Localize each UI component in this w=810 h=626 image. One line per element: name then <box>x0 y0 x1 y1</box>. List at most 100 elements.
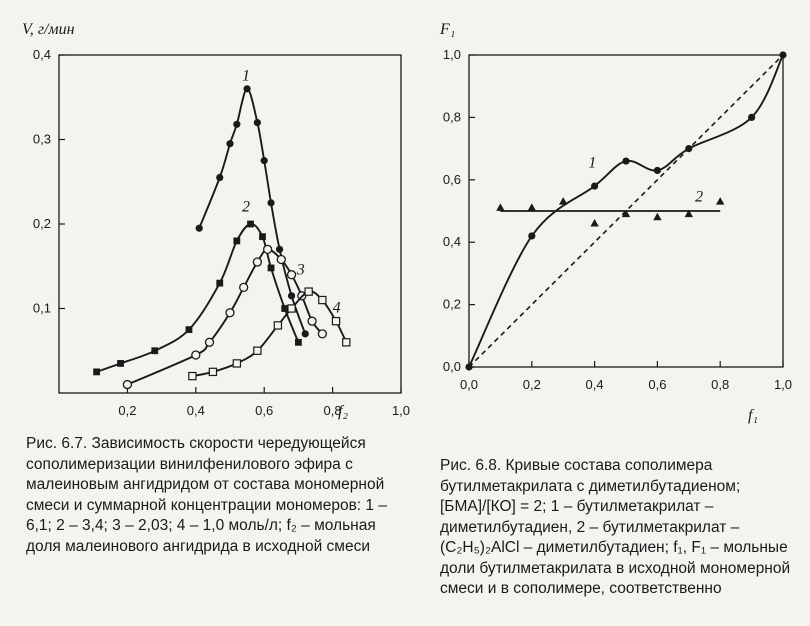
curve-label-2: 2 <box>242 198 250 215</box>
y-tick-label: 0,8 <box>443 109 461 124</box>
x-tick-label: 0,4 <box>187 403 205 418</box>
series-2-point <box>716 197 725 205</box>
curve-label-2: 2 <box>695 189 703 206</box>
series-4-point <box>331 316 341 326</box>
right-xlabel: f₁ <box>748 407 758 424</box>
x-tick-label: 0,2 <box>118 403 136 418</box>
series-1-point <box>748 113 756 121</box>
series-4-point <box>304 287 313 296</box>
series-3-point <box>307 316 317 326</box>
curve-label-3: 3 <box>296 262 305 279</box>
series-2-point <box>527 203 536 211</box>
y-tick-label: 1,0 <box>443 47 461 62</box>
series-1-point <box>195 224 203 232</box>
x-tick-label: 0,6 <box>648 377 666 392</box>
figure-caption-6-7: Рис. 6.7. Зависимость скорости чередующе… <box>26 435 387 555</box>
right-plot-frame <box>468 54 784 368</box>
series-1-point <box>216 173 224 182</box>
right-series: 12 <box>465 51 787 371</box>
series-4-point <box>208 367 218 377</box>
right-chart: F₁ f₁ 0,0 0,2 0,4 0,6 0,8 1,0 0,0 0,2 0,4 0,6 0,8 1… <box>439 21 792 424</box>
series-2-point <box>621 209 631 218</box>
series-2-point <box>590 218 599 227</box>
y-tick-label: 0,4 <box>443 234 461 249</box>
left-ylabel: V, г/мин <box>22 21 75 38</box>
series-3-point <box>286 270 297 280</box>
series-4-point <box>342 338 351 347</box>
series-3-point <box>191 350 201 360</box>
y-tick-label: 0,1 <box>33 301 51 316</box>
series-2-point <box>259 233 266 241</box>
series-4-point <box>188 371 197 381</box>
series-2-point <box>684 209 693 218</box>
series-4-line <box>192 290 348 378</box>
series-3-point <box>225 308 235 318</box>
left-ticks: 0,2 0,4 0,6 0,8 1,0 0,1 0,2 0,3 0,4 <box>33 47 410 418</box>
series-1-point <box>253 119 261 127</box>
series-1-point <box>622 157 630 165</box>
left-series: 1 2 3 4 <box>93 67 351 390</box>
series-2-point <box>653 212 662 221</box>
series-1-point <box>233 120 241 128</box>
x-tick-label: 0,0 <box>460 377 478 392</box>
x-tick-label: 1,0 <box>392 403 410 418</box>
series-1-point <box>275 245 284 253</box>
series-2-point <box>117 360 124 367</box>
series-4-point <box>232 359 242 368</box>
diagonal-reference-line <box>468 54 784 368</box>
series-1-point <box>267 199 275 207</box>
series-3-point <box>204 337 215 347</box>
y-tick-label: 0,4 <box>33 47 51 62</box>
x-tick-label: 0,4 <box>586 377 604 392</box>
series-1-point <box>528 232 536 240</box>
x-tick-label: 0,8 <box>324 403 342 418</box>
x-tick-label: 0,2 <box>523 377 541 392</box>
series-1-point <box>226 140 234 148</box>
x-tick-label: 0,6 <box>255 403 273 418</box>
x-tick-label: 0,8 <box>711 377 729 392</box>
y-tick-label: 0,6 <box>443 172 461 187</box>
series-3-point <box>262 244 273 255</box>
y-tick-label: 0,2 <box>33 216 51 231</box>
series-1-point <box>260 157 268 165</box>
right-ticks: 0,0 0,2 0,4 0,6 0,8 1,0 0,0 0,2 0,4 0,6 0,8 1,0 <box>443 47 792 392</box>
curve-label-4: 4 <box>333 300 341 317</box>
series-3-point <box>252 257 263 267</box>
series-2-point <box>216 279 224 287</box>
series-1-point <box>287 292 296 300</box>
series-4-point <box>253 346 262 355</box>
series-4-point <box>287 304 296 313</box>
series-4-point <box>273 321 283 330</box>
y-tick-label: 0,0 <box>443 359 461 374</box>
series-2-point <box>281 305 289 312</box>
series-3-point <box>239 282 249 293</box>
series-2-point <box>559 197 568 205</box>
series-3-point <box>317 329 327 339</box>
left-xlabel: f₂ <box>338 403 348 420</box>
curve-label-1: 1 <box>588 154 596 171</box>
series-2-point <box>93 368 101 376</box>
figure-caption-6-8: Рис. 6.8. Кривые состава сополимера бути… <box>440 457 791 597</box>
series-1-line <box>468 54 784 368</box>
y-tick-label: 0,2 <box>443 297 461 312</box>
series-2-point <box>233 237 241 245</box>
left-chart: V, г/мин f₂ 0,2 0,4 0,6 0,8 1,00,10,20,30,4 … <box>22 21 410 420</box>
x-tick-label: 1,0 <box>774 377 792 392</box>
series-2-point <box>496 203 505 211</box>
right-ylabel: F₁ <box>439 21 455 38</box>
y-tick-label: 0,3 <box>33 132 51 147</box>
series-4-point <box>318 295 327 305</box>
series-1-point <box>301 330 309 338</box>
series-2-point <box>295 338 302 346</box>
series-2-point <box>185 326 193 334</box>
series-1-point <box>243 85 251 93</box>
series-2-point <box>267 264 275 272</box>
curve-label-1: 1 <box>242 67 250 84</box>
series-1-point <box>653 166 662 175</box>
series-3-point <box>122 379 133 390</box>
series-2-point <box>151 347 159 355</box>
series-1-point <box>591 182 599 190</box>
series-2-point <box>247 220 254 228</box>
series-3-point <box>276 254 286 265</box>
